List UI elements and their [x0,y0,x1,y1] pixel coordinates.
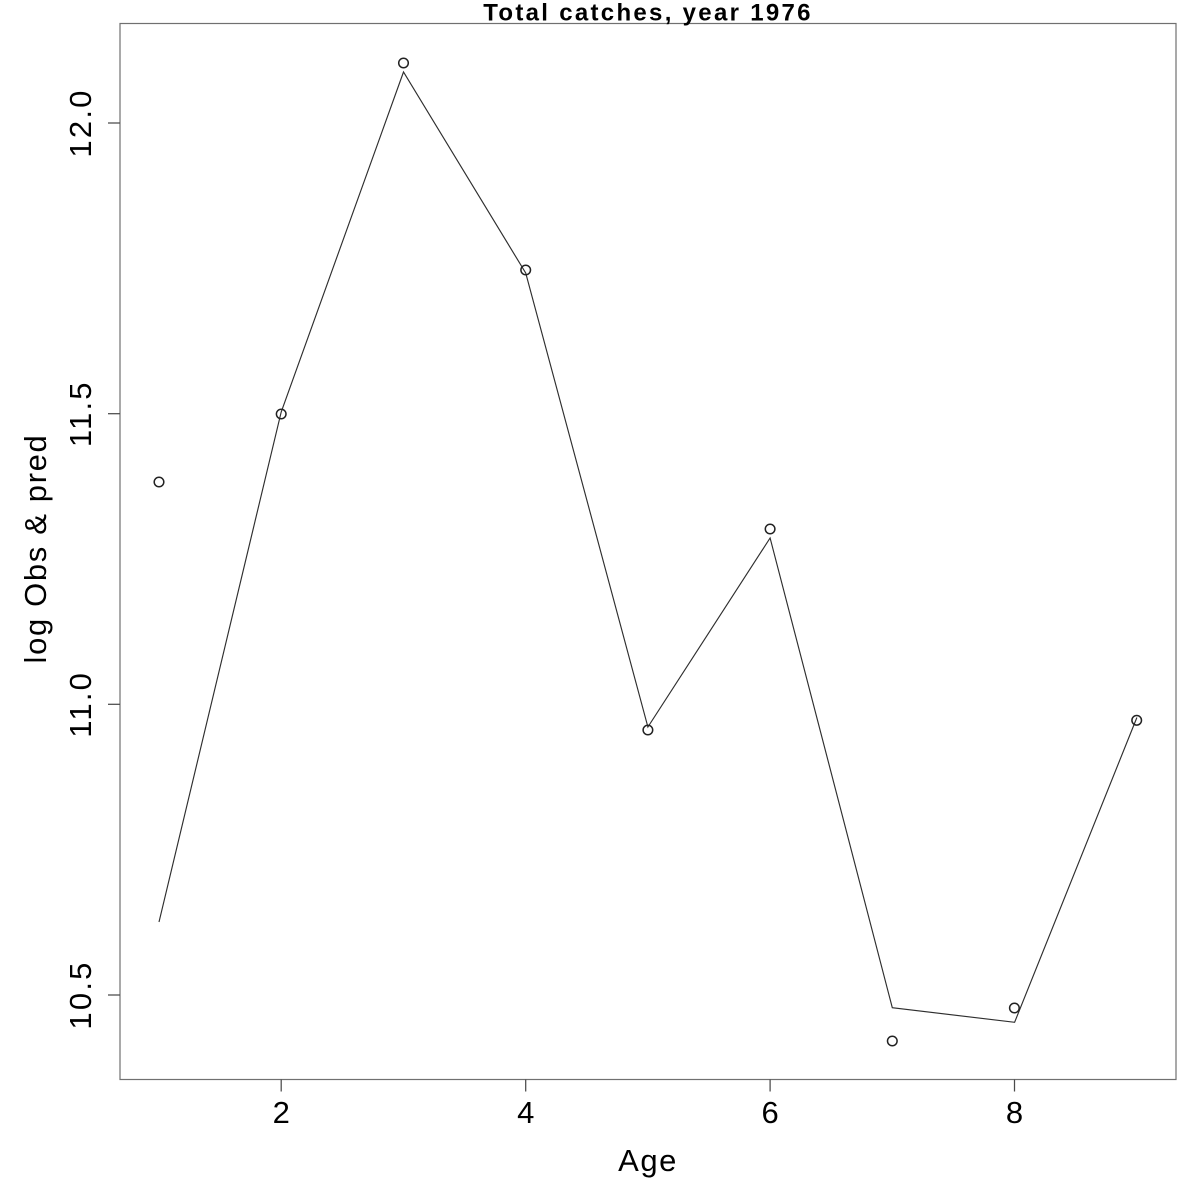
svg-text:Age: Age [618,1143,678,1178]
svg-text:log Obs & pred: log Obs & pred [18,434,53,664]
svg-text:4: 4 [517,1095,534,1130]
svg-text:11.0: 11.0 [63,671,98,738]
svg-text:6: 6 [761,1095,778,1130]
svg-text:8: 8 [1006,1095,1023,1130]
svg-text:12.0: 12.0 [63,88,98,157]
svg-text:11.5: 11.5 [63,380,98,447]
svg-text:10.5: 10.5 [63,960,98,1029]
svg-text:2: 2 [273,1095,290,1130]
svg-text:Total catches, year 1976: Total catches, year 1976 [483,0,813,27]
